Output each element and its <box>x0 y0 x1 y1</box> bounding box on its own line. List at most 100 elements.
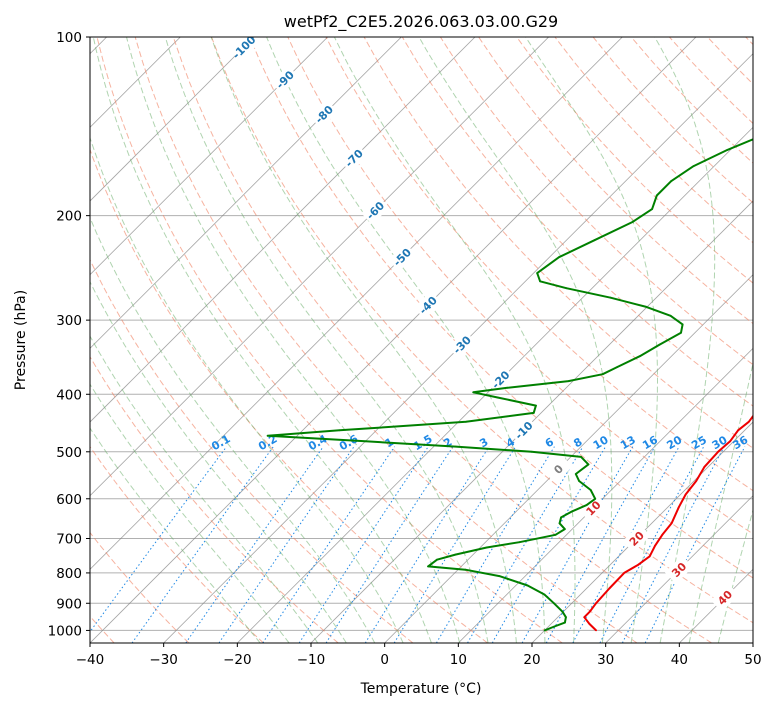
y-tick-label: 1000 <box>48 623 82 639</box>
temperature-point <box>661 533 664 536</box>
isotherm-line <box>752 642 753 643</box>
moist-adiabat <box>717 508 753 643</box>
profile-lines <box>266 138 765 632</box>
dewpoint-point <box>587 463 590 466</box>
moist-adiabat <box>90 280 347 643</box>
dewpoint-point <box>560 516 562 519</box>
dewpoint-point <box>558 522 561 525</box>
temperature-point <box>763 400 765 402</box>
moist-adiabat <box>418 37 613 643</box>
dewpoint-point <box>266 434 269 437</box>
plot-frame <box>89 36 754 644</box>
dry-adiabat <box>249 37 753 579</box>
dewpoint-point <box>464 568 467 571</box>
temperature-point <box>747 420 750 423</box>
mixing-ratio-label: 13 <box>618 433 638 452</box>
isotherm-label-bg <box>229 37 259 62</box>
dewpoint-point <box>658 343 661 346</box>
dewpoint-point <box>651 208 653 211</box>
mixing-ratio-line <box>364 446 490 643</box>
dewpoint-point <box>498 575 501 577</box>
mixing-ratio-line <box>90 446 227 633</box>
moist-adiabat <box>333 37 576 643</box>
dry-adiabat <box>172 37 712 643</box>
x-tick-label: 40 <box>671 652 688 668</box>
dry-adiabat <box>90 531 190 643</box>
dewpoint-point <box>726 149 729 151</box>
mixing-ratio-label: 8 <box>571 435 584 450</box>
temperature-point <box>583 616 586 619</box>
dry-adiabat <box>516 37 753 284</box>
dewpoint-point <box>563 528 566 530</box>
dewpoint-point <box>364 440 367 443</box>
mixing-ratio-label: 25 <box>689 433 709 452</box>
dewpoint-point <box>594 497 597 500</box>
dewpoint-point <box>609 296 612 299</box>
dry-adiabat <box>90 355 339 643</box>
dewpoint-point <box>593 239 596 242</box>
dewpoint-point <box>436 558 438 561</box>
dewpoint-point <box>454 553 457 556</box>
dry-adiabat <box>592 37 753 204</box>
mixing-ratio-label: 20 <box>665 433 685 452</box>
temperature-point <box>703 465 706 468</box>
temperature-point <box>608 587 611 590</box>
dewpoint-point <box>543 629 546 632</box>
temperature-point <box>623 572 626 574</box>
dewpoint-point <box>645 306 648 308</box>
y-tick-label: 400 <box>56 387 82 403</box>
mixing-ratio-line <box>325 446 454 643</box>
dewpoint-point <box>681 323 684 326</box>
isotherm-label-bg <box>622 524 651 553</box>
isotherm-label-bg <box>309 100 339 129</box>
temperature-point <box>684 493 687 496</box>
isotherm-label-bg <box>486 365 515 394</box>
x-tick-label: −10 <box>297 652 326 668</box>
isotherm-line <box>605 495 753 643</box>
temperature-point <box>755 412 757 414</box>
moist-adiabat <box>688 360 753 643</box>
isotherm-label-bg <box>387 243 417 272</box>
dewpoint-point <box>655 194 658 197</box>
dewpoint-point <box>496 396 499 399</box>
mixing-ratio-line <box>644 446 746 643</box>
y-axis-label: Pressure (hPa) <box>13 290 29 390</box>
dewpoint-point <box>692 165 695 168</box>
y-tick-label: 700 <box>56 532 82 548</box>
x-tick-label: 10 <box>450 652 467 668</box>
dry-adiabat <box>90 258 414 643</box>
dewpoint-point <box>670 180 672 183</box>
moist-adiabat <box>90 216 376 643</box>
dewpoint-point <box>567 380 570 382</box>
temperature-point <box>654 544 656 547</box>
mixing-ratio-label: 0.4 <box>306 432 330 453</box>
dewpoint-point <box>338 429 341 432</box>
dewpoint-point <box>631 221 634 223</box>
isotherm-line <box>531 421 753 643</box>
x-tick-label: 30 <box>597 652 614 668</box>
temperature-point <box>729 440 731 443</box>
dewpoint-point <box>553 625 556 628</box>
x-tick-label: 0 <box>380 652 389 668</box>
dewpoint-point <box>526 584 529 587</box>
dewpoint-point <box>561 610 564 613</box>
isotherm-label-bg <box>413 290 443 320</box>
mixing-ratio-line <box>393 446 517 643</box>
moist-adiabat <box>266 37 546 643</box>
dewpoint-point <box>669 314 672 317</box>
isotherm-line <box>90 37 181 128</box>
dewpoint-point <box>574 473 577 475</box>
dewpoint-point <box>580 456 582 458</box>
dewpoint-point <box>638 355 641 358</box>
dry-adiabat <box>96 37 563 643</box>
dry-adiabat <box>439 37 753 366</box>
dewpoint-point <box>571 510 574 513</box>
dewpoint-point <box>578 480 580 482</box>
isotherm-line <box>457 347 753 643</box>
dewpoint-point <box>565 616 567 619</box>
mixing-ratio-line <box>262 446 396 643</box>
line-labels: 0.1 0.2 0.4 0.6 1 1.5 2 3 4 6 8 10 13 16 20 25 30 36-100-… <box>209 37 751 612</box>
temperature-point <box>588 623 591 625</box>
dewpoint-point <box>465 420 467 423</box>
